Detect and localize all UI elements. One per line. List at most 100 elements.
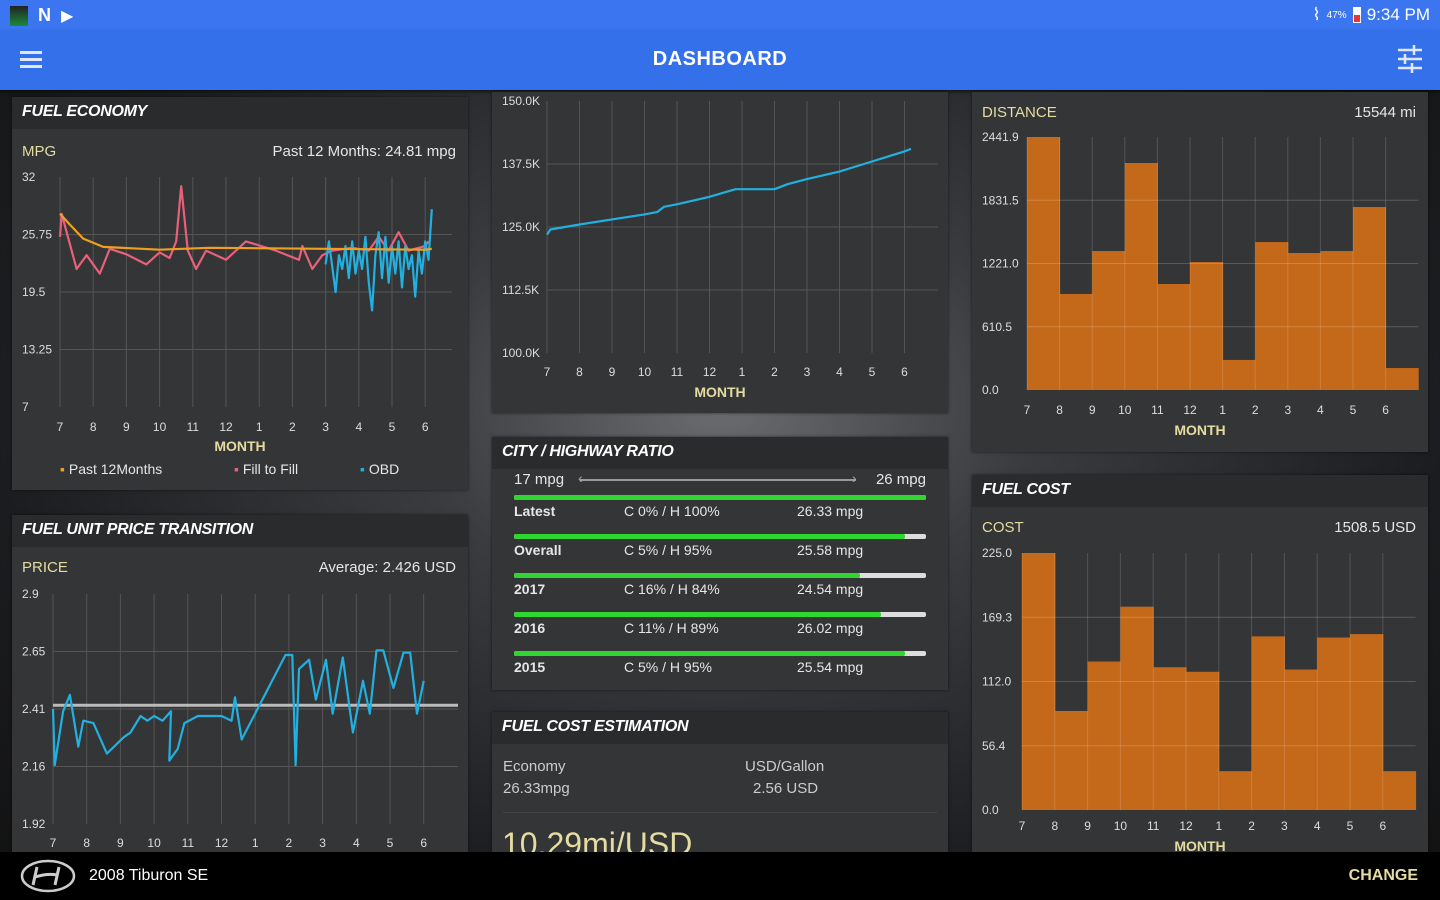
row-label: 2015 — [514, 659, 546, 675]
city-highway-panel[interactable]: CITY / HIGHWAY RATIO 17 mpg ‹ › 26 mpg L… — [492, 437, 948, 690]
x-tick-label: 2 — [286, 836, 293, 850]
x-tick-label: 4 — [1317, 403, 1324, 417]
row-mpg: 25.54 mpg — [797, 659, 864, 675]
app-notification-icon — [10, 5, 28, 26]
x-axis-label: MONTH — [1174, 838, 1225, 852]
bar — [1287, 253, 1321, 390]
x-tick-label: 10 — [638, 365, 652, 379]
y-tick-label: 1.92 — [22, 817, 46, 831]
bar — [1251, 636, 1285, 810]
bar — [1059, 293, 1093, 390]
x-tick-label: 4 — [353, 836, 360, 850]
x-tick-label: 4 — [1314, 819, 1321, 833]
x-tick-label: 8 — [90, 420, 97, 434]
legend-item-obd: ▪ OBD — [360, 461, 400, 477]
status-bar: N ▶ ⌇ 47% 9:34 PM — [0, 0, 1440, 30]
x-tick-label: 1 — [1219, 403, 1226, 417]
row-ratio: C 11% / H 89% — [624, 620, 719, 636]
y-tick-label: 125.0K — [502, 220, 540, 234]
x-tick-label: 7 — [544, 365, 551, 379]
row-label: Overall — [514, 542, 562, 558]
play-notification-icon: ▶ — [61, 7, 74, 25]
y-tick-label: 13.25 — [22, 343, 52, 357]
economy-label: Economy — [503, 758, 566, 775]
x-axis-label: MONTH — [694, 384, 745, 400]
ratio-bar — [514, 534, 926, 539]
bar — [1153, 667, 1187, 810]
row-ratio: C 16% / H 84% — [624, 581, 720, 597]
y-tick-label: 137.5K — [502, 157, 540, 171]
max-mpg: 26 mpg — [875, 471, 926, 488]
row-mpg: 26.33 mpg — [797, 503, 864, 519]
x-tick-label: 12 — [1179, 819, 1193, 833]
x-tick-label: 11 — [1151, 403, 1164, 417]
change-vehicle-button[interactable]: CHANGE — [1348, 867, 1418, 884]
bar — [1157, 284, 1191, 390]
x-tick-label: 6 — [1382, 403, 1389, 417]
y-tick-label: 7 — [22, 400, 29, 414]
row-label: Latest — [514, 503, 556, 519]
fuel-cost-panel[interactable]: FUEL COST COST 1508.5 USD 225.0 169.3 112.… — [972, 475, 1428, 852]
y-tick-label: 610.5 — [982, 320, 1012, 334]
hyundai-logo-icon — [20, 859, 76, 893]
bottom-bar: 2008 Tiburon SE CHANGE — [0, 852, 1440, 900]
x-tick-label: 2 — [289, 420, 296, 434]
bar — [1382, 771, 1417, 810]
bar — [1092, 251, 1126, 390]
bar — [1027, 137, 1061, 390]
x-tick-label: 5 — [1347, 819, 1354, 833]
series-line-obd — [324, 209, 433, 312]
bar — [1350, 634, 1384, 810]
x-tick-label: 4 — [355, 420, 362, 434]
x-tick-label: 9 — [1084, 819, 1091, 833]
axis-label: COST — [982, 519, 1024, 536]
price-label: USD/Gallon — [745, 758, 825, 775]
row-label: 2017 — [514, 581, 546, 597]
y-tick-label: 32 — [22, 170, 36, 184]
bar — [1222, 359, 1256, 390]
y-tick-label: 2441.9 — [982, 130, 1019, 144]
panel-title: FUEL UNIT PRICE TRANSITION — [12, 515, 468, 547]
fuel-economy-panel[interactable]: FUEL ECONOMY MPG Past 12 Months: 24.81 m… — [12, 97, 468, 490]
ratio-bar — [514, 651, 926, 656]
y-tick-label: 0.0 — [982, 803, 999, 817]
fuel-price-panel[interactable]: FUEL UNIT PRICE TRANSITION PRICE Average… — [12, 515, 468, 852]
x-tick-label: 12 — [1183, 403, 1197, 417]
y-tick-label: 100.0K — [502, 346, 540, 360]
series-line-past-12-months — [59, 213, 432, 251]
axis-label: PRICE — [22, 559, 68, 576]
series-line-price — [51, 649, 425, 767]
x-tick-label: 7 — [50, 836, 57, 850]
x-tick-label: 6 — [422, 420, 429, 434]
odometer-panel[interactable]: 150.0K 137.5K 125.0K 112.5K 100.0K 7 8 9 10 11 12 1… — [492, 92, 948, 413]
panel-title: CITY / HIGHWAY RATIO — [492, 437, 948, 469]
x-tick-label: 9 — [609, 365, 616, 379]
distance-panel[interactable]: DISTANCE 15544 mi 2441.9 1831.5 1221.0 610.… — [972, 92, 1428, 452]
x-tick-label: 3 — [1284, 403, 1291, 417]
ratio-bar — [514, 495, 926, 500]
fuel-price-chart: 2.92.652.412.161.927 8 9 10 11 12 1 2 3 4 5 6 — [22, 587, 458, 850]
menu-icon[interactable] — [20, 51, 42, 69]
settings-sliders-icon[interactable] — [1396, 44, 1424, 74]
clock: 9:34 PM — [1366, 5, 1430, 24]
ratio-bar — [514, 573, 926, 578]
x-tick-label: 11 — [671, 365, 684, 379]
y-tick-label: 25.75 — [22, 228, 52, 242]
row-ratio: C 5% / H 95% — [624, 542, 712, 558]
x-tick-label: 5 — [387, 836, 394, 850]
y-tick-label: 2.9 — [22, 587, 39, 601]
bar — [1320, 251, 1354, 390]
fuel-cost-estimation-panel[interactable]: FUEL COST ESTIMATION Economy 26.33mpg US… — [492, 712, 948, 852]
total: 15544 mi — [1354, 104, 1416, 121]
x-tick-label: 2 — [771, 365, 778, 379]
y-tick-label: 2.65 — [22, 645, 46, 659]
x-tick-label: 5 — [869, 365, 876, 379]
y-tick-label: 169.3 — [982, 610, 1012, 624]
app-bar: DASHBOARD — [0, 30, 1440, 90]
panel-title: FUEL COST ESTIMATION — [492, 712, 948, 744]
legend-item-past12: ▪ Past 12Months — [60, 461, 163, 477]
x-tick-label: 1 — [739, 365, 746, 379]
panel-title: FUEL COST — [972, 475, 1428, 507]
economy-value: 26.33mpg — [503, 780, 570, 797]
